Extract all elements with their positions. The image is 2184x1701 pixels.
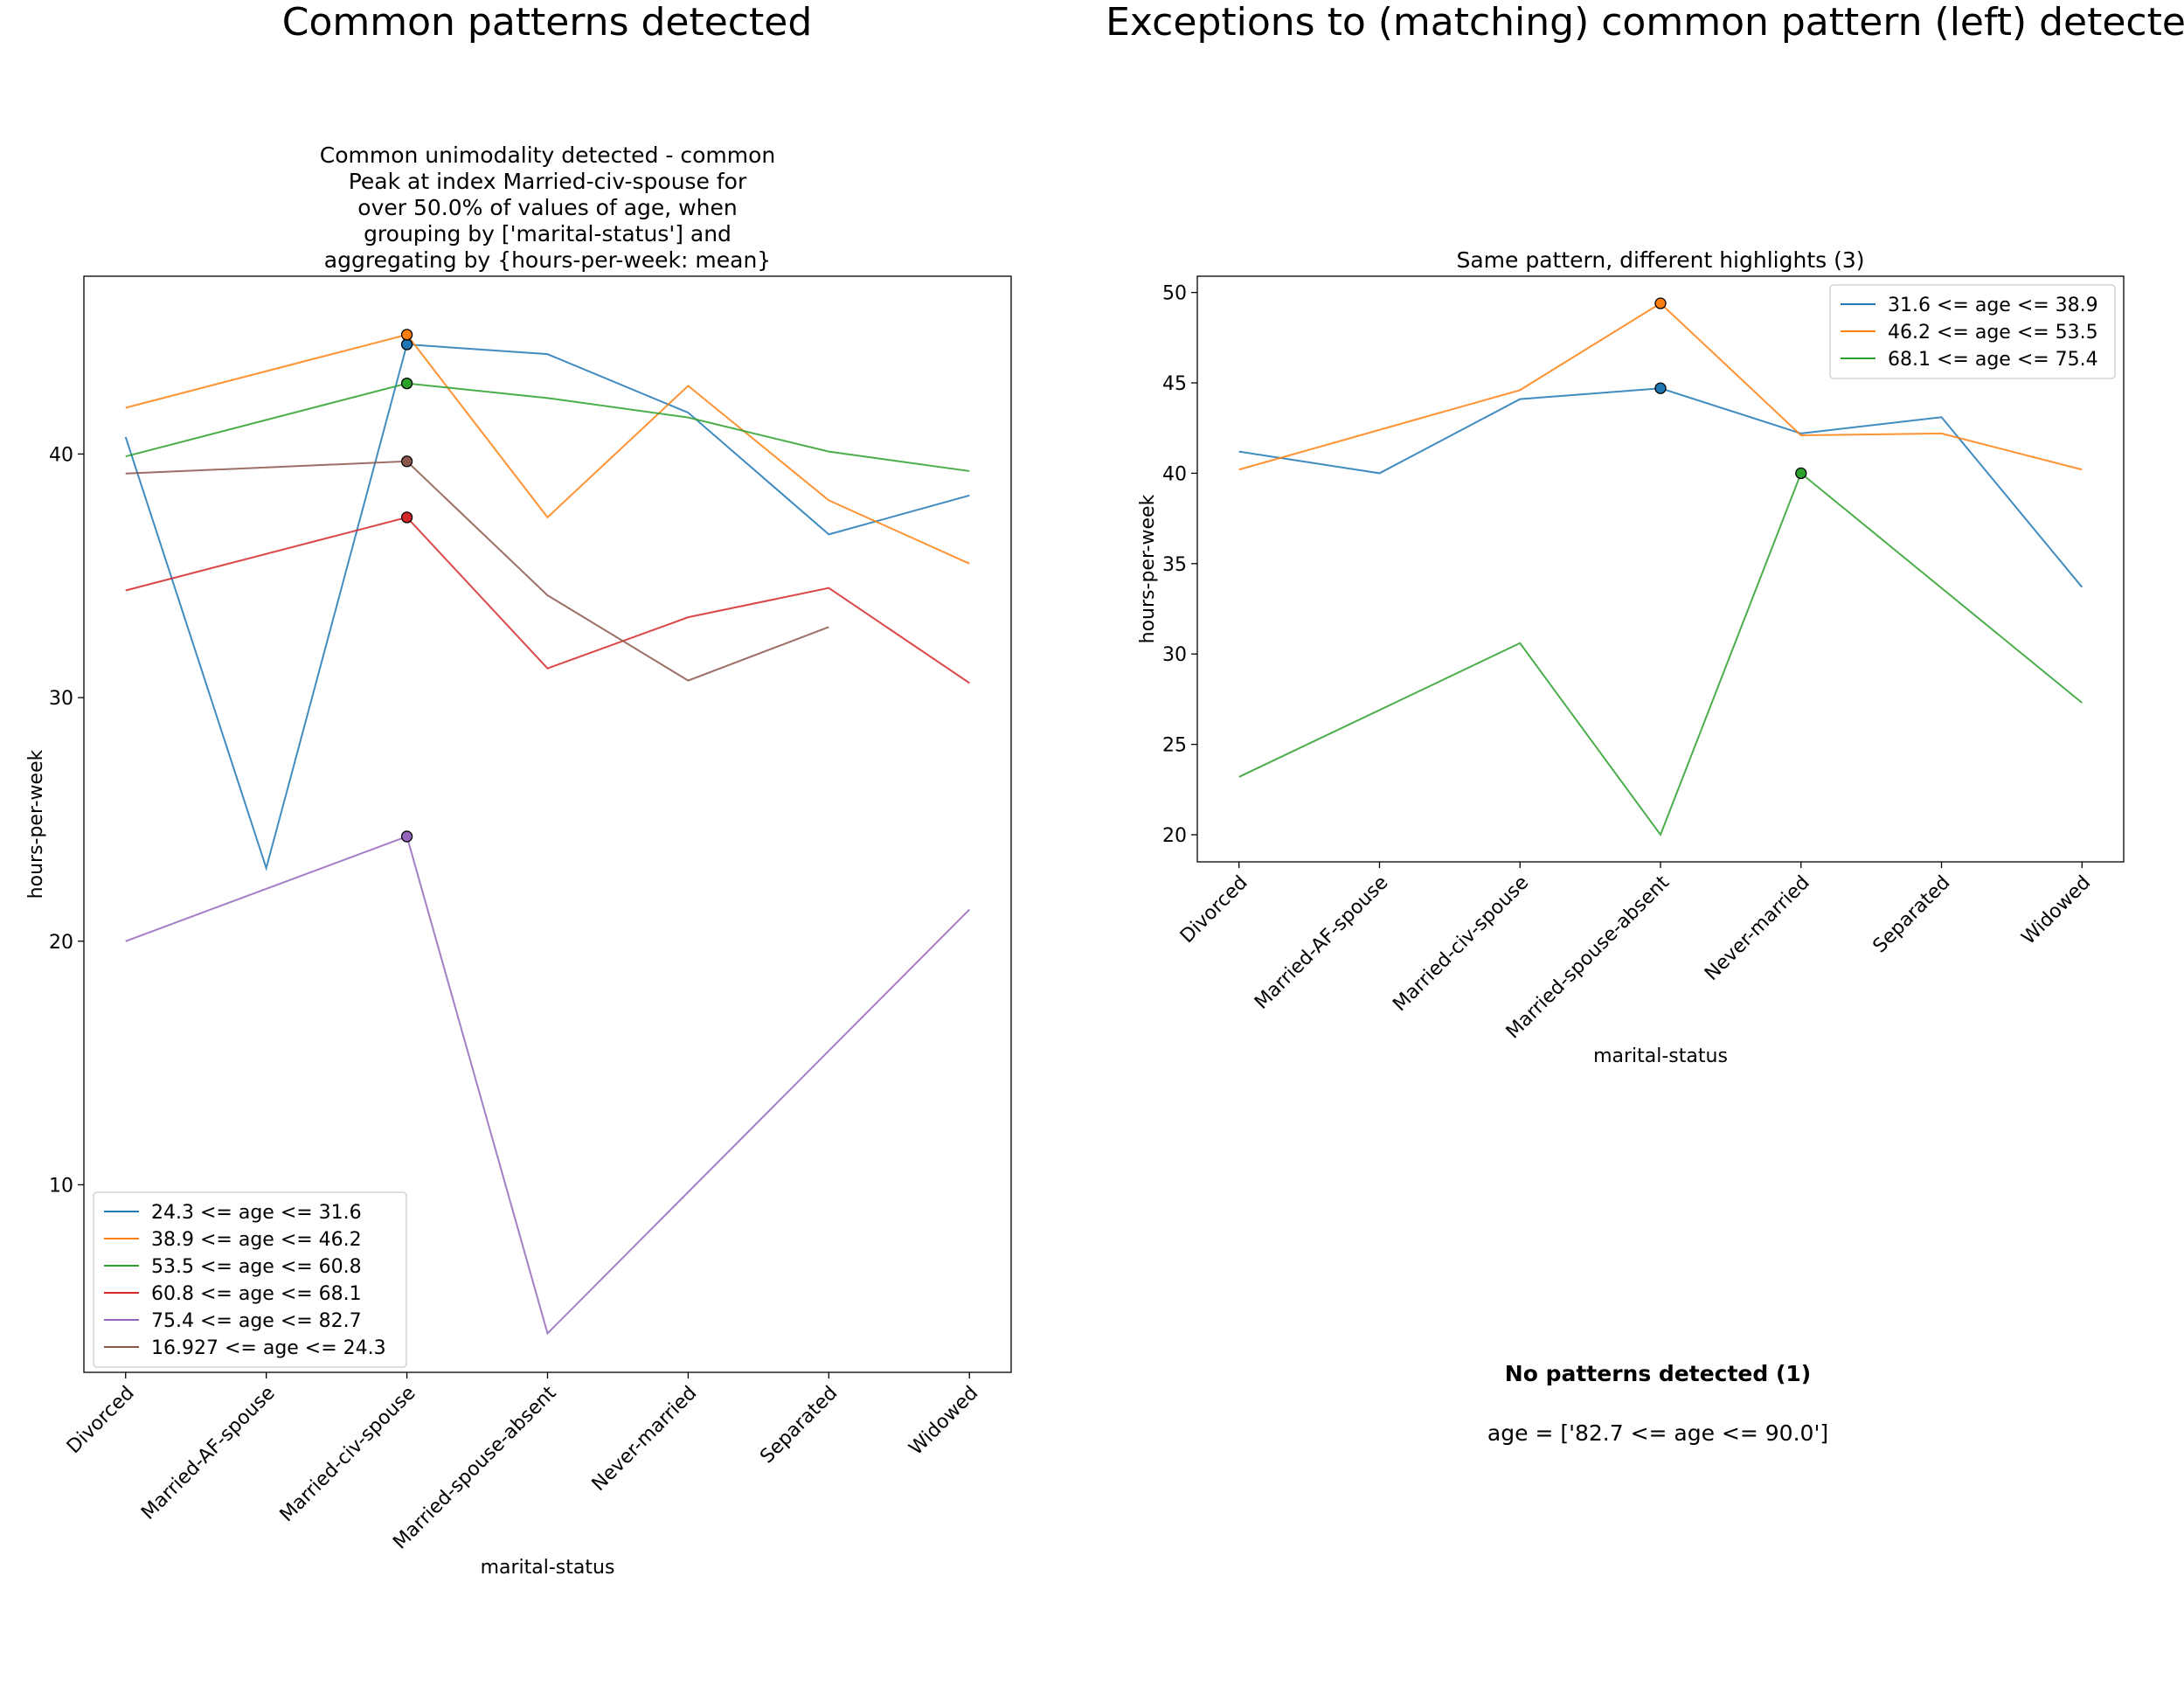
y-tick-label: 45: [1162, 373, 1187, 395]
no-patterns-title: No patterns detected (1): [1504, 1361, 1812, 1386]
y-tick-label: 10: [49, 1175, 73, 1197]
y-tick-label: 30: [49, 688, 73, 710]
y-tick-label: 40: [49, 444, 73, 466]
x-tick-label: Widowed: [2018, 871, 2096, 949]
y-axis-label: hours-per-week: [25, 749, 47, 899]
x-axis-label: marital-status: [1593, 1045, 1728, 1067]
legend-entry: 68.1 <= age <= 75.4: [1888, 349, 2098, 371]
series-line: [1238, 302, 2083, 471]
legend-entry: 53.5 <= age <= 60.8: [151, 1256, 362, 1278]
series-line: [124, 343, 970, 871]
highlight-point: [400, 455, 413, 468]
y-tick-label: 35: [1162, 554, 1187, 576]
y-tick-label: 20: [1162, 825, 1187, 847]
right-figure-title: Exceptions to (matching) common pattern …: [1106, 0, 2184, 45]
x-tick-label: Married-AF-spouse: [1251, 871, 1392, 1013]
highlight-point: [400, 377, 413, 390]
chart-title-line: Common unimodality detected - common: [320, 142, 775, 168]
series-line: [125, 516, 970, 684]
series-line: [1238, 471, 2083, 837]
chart-title-line: over 50.0% of values of age, when: [357, 195, 737, 220]
series-line: [1238, 387, 2083, 588]
highlight-point: [400, 511, 413, 524]
y-tick-label: 25: [1162, 735, 1187, 757]
legend-entry: 16.927 <= age <= 24.3: [151, 1337, 386, 1359]
legend-box: [1829, 284, 2116, 379]
legend-entry: 31.6 <= age <= 38.9: [1888, 295, 2098, 316]
chart-title-line: grouping by ['marital-status'] and: [364, 221, 731, 246]
legend-entry: 38.9 <= age <= 46.2: [151, 1229, 362, 1251]
series-line: [125, 460, 829, 682]
highlight-point: [1795, 467, 1807, 480]
y-axis-label: hours-per-week: [1137, 494, 1159, 643]
y-tick-label: 30: [1162, 644, 1187, 666]
highlight-point: [400, 329, 413, 341]
series-line: [125, 333, 970, 565]
no-patterns-text: age = ['82.7 <= age <= 90.0']: [1487, 1420, 1829, 1446]
legend-entry: 24.3 <= age <= 31.6: [151, 1202, 362, 1224]
left-figure-title: Common patterns detected: [281, 0, 813, 45]
series-line: [125, 382, 970, 472]
chart-title-line: Peak at index Married-civ-spouse for: [349, 169, 747, 194]
series-line: [125, 835, 970, 1336]
x-tick-label: Married-civ-spouse: [1389, 871, 1533, 1016]
highlight-point: [1654, 382, 1667, 394]
legend-entry: 60.8 <= age <= 68.1: [151, 1283, 362, 1305]
x-tick-label: Married-spouse-absent: [1502, 871, 1674, 1043]
x-axis-label: marital-status: [481, 1557, 615, 1579]
y-tick-label: 40: [1162, 463, 1187, 485]
highlight-point: [1654, 297, 1667, 309]
chart-title-line: Same pattern, different highlights (3): [1456, 247, 1864, 273]
legend-entry: 75.4 <= age <= 82.7: [151, 1310, 362, 1332]
x-tick-label: Divorced: [1176, 871, 1252, 948]
highlight-point: [400, 830, 413, 843]
y-tick-label: 50: [1162, 283, 1187, 305]
chart-title-line: aggregating by {hours-per-week: mean}: [324, 247, 771, 273]
legend-box: [93, 1191, 407, 1368]
x-tick-label: Never-married: [1701, 871, 1814, 985]
legend-entry: 46.2 <= age <= 53.5: [1888, 322, 2098, 344]
y-tick-label: 20: [49, 932, 73, 954]
x-tick-label: Separated: [1869, 871, 1955, 957]
